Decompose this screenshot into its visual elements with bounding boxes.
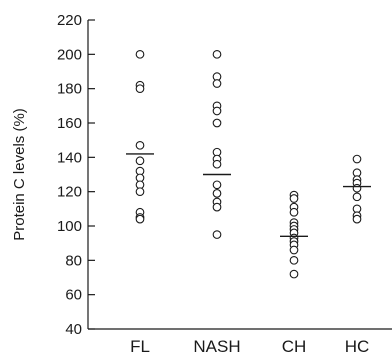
- data-point: [212, 189, 222, 198]
- y-tick-label: 160: [57, 115, 82, 132]
- data-point: [135, 140, 145, 150]
- data-point: [289, 255, 299, 265]
- y-tick-label: 140: [57, 149, 82, 166]
- data-points: [135, 49, 362, 279]
- data-point: [212, 159, 222, 169]
- data-point: [289, 245, 299, 255]
- y-tick-label: 40: [65, 321, 82, 338]
- x-tick-group: FL NASH CH HC: [130, 337, 369, 356]
- y-tick-label: 200: [57, 46, 82, 63]
- data-point: [212, 79, 222, 88]
- y-axis-title: Protein C levels (%): [11, 108, 28, 241]
- data-point: [289, 269, 299, 279]
- x-category-label: FL: [130, 337, 150, 356]
- data-point: [212, 49, 222, 59]
- data-point: [135, 156, 145, 166]
- data-point: [352, 183, 362, 193]
- data-point: [352, 214, 362, 224]
- data-point: [212, 118, 222, 128]
- data-point: [289, 194, 299, 203]
- x-category-label: CH: [282, 337, 307, 356]
- data-point: [135, 49, 145, 59]
- data-point: [135, 214, 145, 224]
- data-point: [352, 154, 362, 164]
- data-point: [212, 202, 222, 212]
- data-point: [212, 230, 222, 239]
- data-point: [212, 180, 222, 190]
- median-lines: [126, 153, 371, 238]
- y-tick-label: 120: [57, 184, 82, 201]
- y-tick-label: 80: [65, 252, 82, 269]
- x-category-label: NASH: [193, 337, 240, 356]
- y-tick-group: 40 60 80 100 120 140 160 180 200 220: [57, 12, 95, 338]
- data-point: [212, 106, 222, 116]
- y-tick-label: 220: [57, 12, 82, 29]
- y-tick-label: 100: [57, 218, 82, 235]
- y-tick-label: 60: [65, 287, 82, 304]
- data-point: [135, 187, 145, 197]
- data-point: [135, 84, 145, 94]
- y-tick-label: 180: [57, 81, 82, 98]
- data-point: [352, 192, 362, 202]
- x-category-label: HC: [345, 337, 370, 356]
- data-point: [289, 207, 299, 217]
